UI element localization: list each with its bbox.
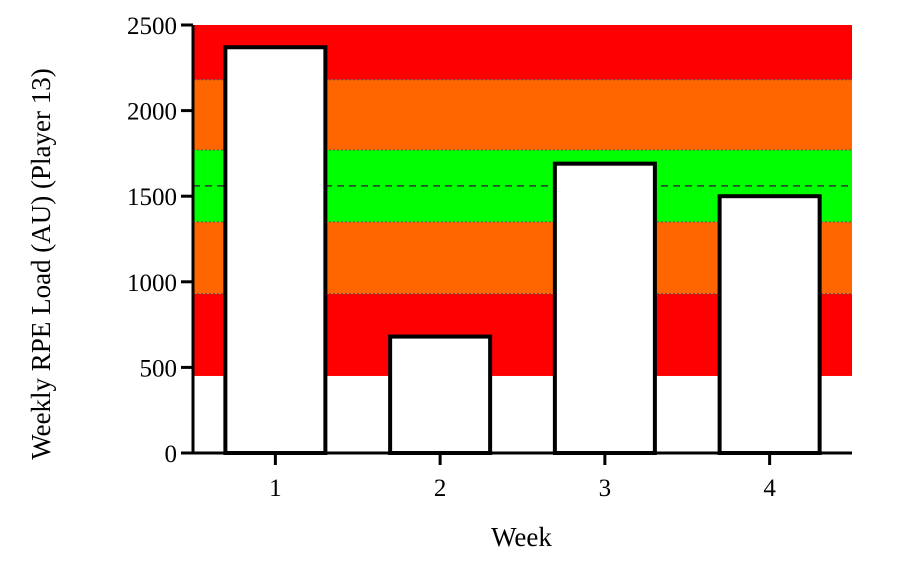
y-tick-label-1500: 1500 (127, 184, 177, 211)
x-axis-ticks: 1 2 3 4 (269, 453, 776, 502)
x-tick-label-3: 3 (599, 475, 612, 502)
bar-week-3 (552, 161, 657, 455)
x-tick-label-1: 1 (269, 475, 282, 502)
y-axis-ticks: 0 500 1000 1500 2000 2500 (127, 13, 193, 468)
bar-week-4 (717, 194, 822, 455)
y-tick-label-500: 500 (140, 355, 178, 382)
bars (223, 45, 822, 456)
y-tick-label-1000: 1000 (127, 270, 177, 297)
y-tick-label-2500: 2500 (127, 13, 177, 40)
y-tick-label-2000: 2000 (127, 99, 177, 126)
x-tick-label-4: 4 (763, 475, 776, 502)
bar-week-2 (388, 334, 493, 456)
x-tick-label-2: 2 (434, 475, 447, 502)
x-axis-title: Week (491, 522, 552, 552)
bar-week-1 (223, 45, 328, 455)
axes (191, 25, 852, 455)
y-tick-label-0: 0 (165, 441, 178, 468)
y-axis-title: Weekly RPE Load (AU) (Player 13) (26, 68, 56, 459)
